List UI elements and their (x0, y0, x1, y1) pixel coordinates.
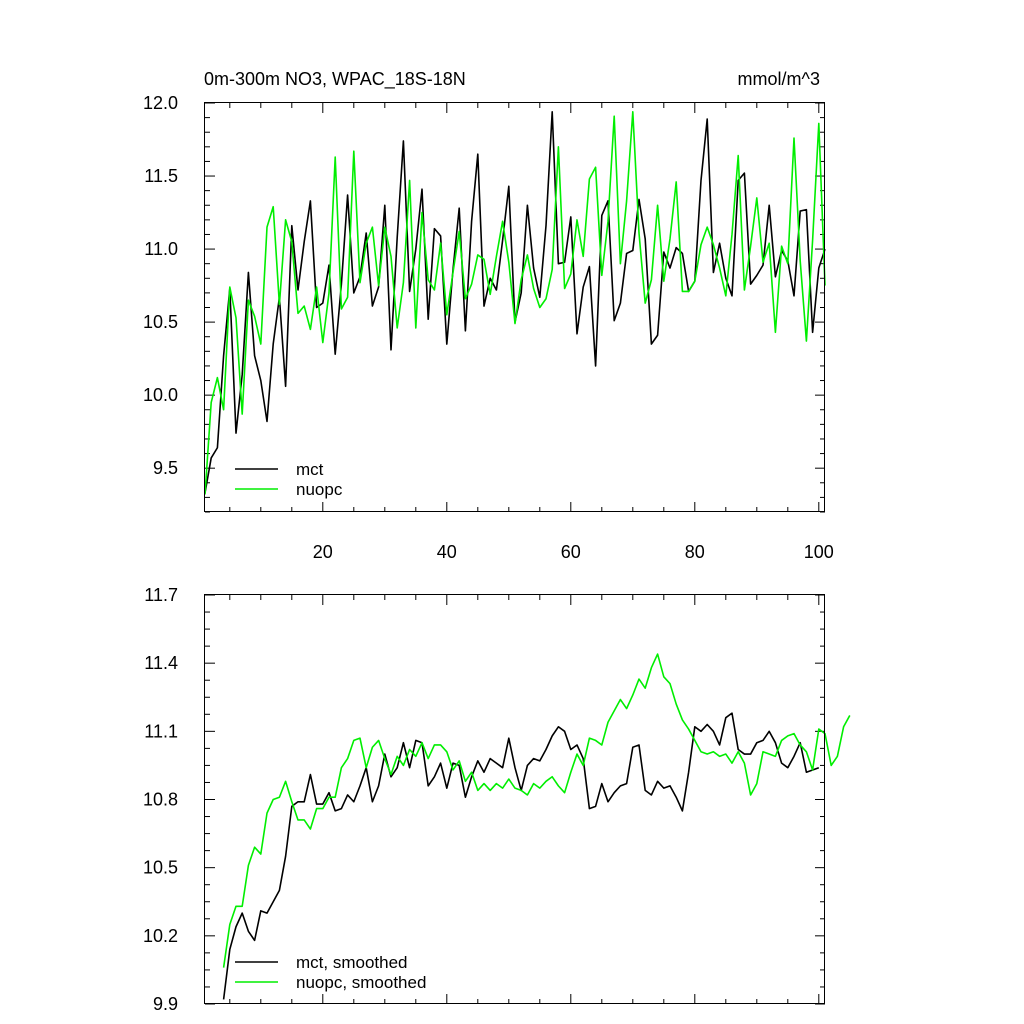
bottom-ytick-label: 10.2 (143, 926, 178, 946)
top-series-line-nuopc (204, 110, 826, 495)
top-ytick-label: 10.5 (143, 312, 178, 332)
bottom-ytick-label: 11.4 (144, 653, 178, 673)
top-series-line-mct (204, 110, 826, 494)
bottom-ytick-label: 10.8 (143, 790, 178, 810)
top-ytick-label: 9.5 (153, 458, 178, 478)
bottom-ytick-label: 11.7 (144, 585, 178, 605)
top-xtick-label: 20 (313, 542, 333, 562)
top-xtick-label: 60 (561, 542, 581, 562)
top-xtick-label: 80 (685, 542, 705, 562)
bottom-legend-label: nuopc, smoothed (296, 973, 426, 992)
top-legend-label: mct (296, 460, 324, 479)
top-xtick-label: 40 (437, 542, 457, 562)
bottom-ytick-label: 10.5 (143, 858, 178, 878)
bottom-ytick-label: 9.9 (153, 994, 178, 1014)
bottom-plot-frame (204, 594, 825, 1004)
chart-title: 0m-300m NO3, WPAC_18S-18N (204, 69, 466, 90)
top-xtick-label: 100 (804, 542, 834, 562)
bottom-panel: 9.9 10.2 10.5 10.8 11.1 11.4 11.7 mct, smoothe… (143, 585, 851, 1014)
top-ytick-label: 10.0 (143, 385, 178, 405)
bottom-legend-label: mct, smoothed (296, 953, 408, 972)
units-label: mmol/m^3 (738, 69, 820, 89)
top-ytick-label: 11.0 (144, 239, 178, 259)
bottom-series-line-nuopc-smoothed (222, 653, 851, 968)
top-legend-label: nuopc (296, 480, 343, 499)
top-ytick-label: 11.5 (144, 166, 178, 186)
top-ytick-label: 12.0 (143, 93, 178, 113)
bottom-ytick-label: 11.1 (144, 721, 178, 741)
top-plot-frame (204, 102, 825, 512)
top-panel: 0m-300m NO3, WPAC_18S-18N mmol/m^3 9.5 10… (143, 69, 834, 562)
